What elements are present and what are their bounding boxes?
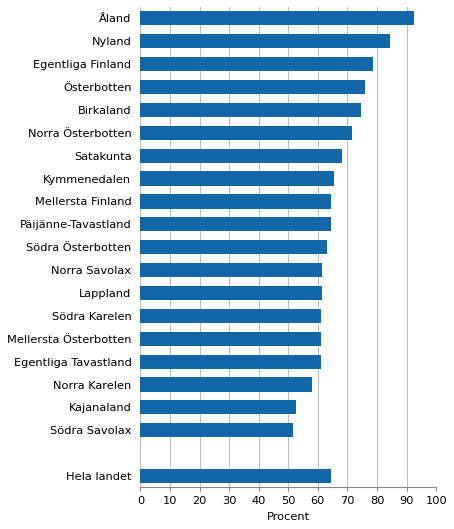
Bar <box>140 171 334 186</box>
X-axis label: Procent: Procent <box>267 512 310 522</box>
Bar <box>140 103 361 117</box>
Bar <box>140 400 296 415</box>
Bar <box>140 34 390 48</box>
Bar <box>140 286 322 300</box>
Bar <box>140 11 414 25</box>
Bar <box>140 240 327 254</box>
Bar <box>140 80 365 94</box>
Bar <box>140 126 352 140</box>
Bar <box>140 469 331 483</box>
Bar <box>140 194 331 208</box>
Bar <box>140 423 293 437</box>
Bar <box>140 263 322 277</box>
Bar <box>140 332 321 346</box>
Bar <box>140 377 312 391</box>
Bar <box>140 149 341 163</box>
Bar <box>140 354 321 369</box>
Bar <box>140 309 321 323</box>
Bar <box>140 57 373 71</box>
Bar <box>140 217 331 231</box>
